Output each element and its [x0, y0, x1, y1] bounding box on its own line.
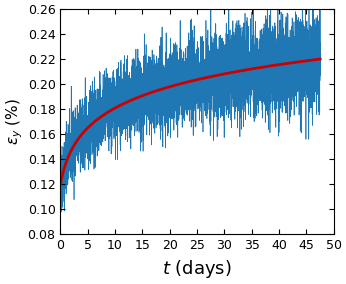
Y-axis label: $\varepsilon_y$ (%): $\varepsilon_y$ (%) [4, 98, 25, 145]
X-axis label: $\mathit{t}$ (days): $\mathit{t}$ (days) [162, 258, 232, 280]
